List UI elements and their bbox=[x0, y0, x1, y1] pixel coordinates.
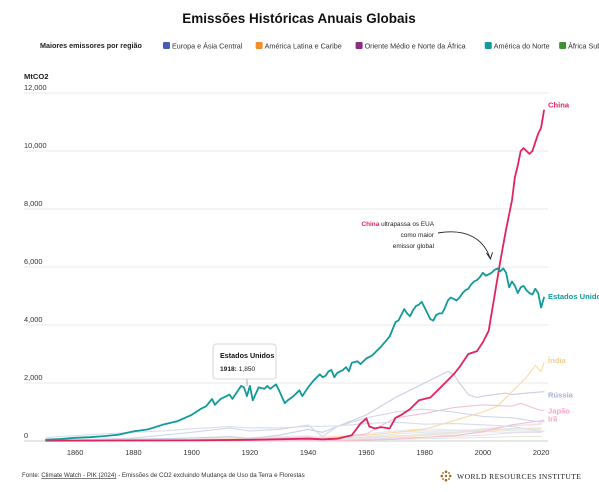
tooltip-value: 1918: 1,850 bbox=[220, 366, 256, 373]
annotation-line-1: China ultrapassa os EUA bbox=[362, 221, 435, 228]
annotation-arrow bbox=[437, 231, 491, 259]
wri-logo-icon bbox=[440, 470, 452, 482]
legend-label: América Latina e Caribe bbox=[265, 42, 342, 51]
y-gridlines bbox=[24, 92, 548, 442]
tooltip-title: Estados Unidos bbox=[220, 351, 274, 360]
series-lines bbox=[45, 109, 545, 442]
source-note: Fonte: Climate Watch - PIK (2024) - Emis… bbox=[22, 472, 305, 479]
series-end-label: Irã bbox=[548, 414, 558, 423]
tooltip-year: 1918: bbox=[220, 366, 237, 373]
legend-label: Oriente Médio e Norte da África bbox=[365, 42, 466, 51]
legend: Maiores emissores por região Europa e Ás… bbox=[40, 41, 599, 51]
y-tick-label: 8,000 bbox=[24, 199, 43, 208]
wri-logo-text: WORLD RESOURCES INSTITUTE bbox=[457, 472, 581, 481]
y-tick-label: 12,000 bbox=[24, 83, 47, 92]
annotation-arrowhead bbox=[486, 252, 493, 261]
x-tick-label: 1940 bbox=[300, 448, 316, 457]
annotation-highlight: China bbox=[362, 221, 380, 228]
series-line-alemanha bbox=[45, 408, 545, 441]
legend-title: Maiores emissores por região bbox=[40, 41, 142, 50]
series-end-label: Rússia bbox=[548, 391, 574, 400]
series-end-label: Japão bbox=[548, 407, 570, 416]
y-tick-labels: 0 2,000 4,000 6,000 8,000 10,000 12,000 bbox=[24, 83, 47, 440]
tooltip-number: 1,850 bbox=[239, 366, 256, 373]
legend-swatch bbox=[355, 42, 363, 49]
x-tick-label: 1920 bbox=[242, 448, 258, 457]
series-end-label: Estados Unidos bbox=[548, 292, 599, 301]
series-line-reino-unido bbox=[45, 421, 545, 439]
series-line--ndia bbox=[45, 362, 545, 442]
legend-swatch bbox=[484, 42, 492, 49]
series-line-background bbox=[45, 431, 542, 442]
annotation-line-3: emissor global bbox=[393, 243, 434, 250]
series-line-background bbox=[45, 428, 542, 442]
x-tick-labels: 1860 1880 1900 1920 1940 1960 1980 2000 2020 bbox=[67, 448, 549, 457]
china-annotation: China ultrapassa os EUA como maior emiss… bbox=[362, 221, 493, 261]
x-tick-label: 1880 bbox=[125, 448, 141, 457]
legend-items: Europa e Ásia Central América Latina e Ca… bbox=[163, 42, 599, 51]
x-tick-label: 1980 bbox=[416, 448, 432, 457]
tooltip: Estados Unidos 1918: 1,850 bbox=[212, 343, 277, 386]
legend-label: América do Norte bbox=[494, 42, 550, 51]
y-tick-label: 0 bbox=[24, 431, 28, 440]
series-end-label: China bbox=[548, 101, 570, 110]
series-line-estados-unidos bbox=[45, 267, 545, 441]
series-line-china bbox=[45, 109, 545, 442]
chart-title: Emissões Históricas Anuais Globais bbox=[182, 11, 416, 26]
x-tick-label: 2000 bbox=[475, 448, 491, 457]
x-tick-label: 2020 bbox=[533, 448, 549, 457]
annotation-rest: ultrapassa os EUA bbox=[381, 221, 435, 228]
y-tick-label: 6,000 bbox=[24, 257, 43, 266]
legend-label: África Subsaariana bbox=[568, 42, 599, 51]
y-tick-label: 4,000 bbox=[24, 315, 43, 324]
annotation-line-2: como maior bbox=[401, 232, 435, 239]
y-tick-label: 10,000 bbox=[24, 141, 47, 150]
series-end-label: Índia bbox=[548, 356, 566, 365]
y-axis-unit: MtCO2 bbox=[24, 72, 48, 81]
source-link[interactable]: Climate Watch - PIK (2024) bbox=[41, 472, 116, 479]
y-tick-label: 2,000 bbox=[24, 373, 43, 382]
source-suffix: - Emissões de CO2 excluindo Mudança de U… bbox=[116, 472, 304, 479]
legend-label: Europa e Ásia Central bbox=[172, 42, 243, 51]
legend-swatch bbox=[163, 42, 170, 49]
series-line-r-ssia bbox=[45, 370, 545, 442]
series-line-ir- bbox=[45, 419, 545, 442]
wri-logo: WORLD RESOURCES INSTITUTE bbox=[440, 470, 581, 482]
x-tick-label: 1960 bbox=[358, 448, 374, 457]
tooltip-box bbox=[212, 343, 277, 380]
x-tick-label: 1900 bbox=[183, 448, 199, 457]
legend-swatch bbox=[255, 42, 263, 49]
x-tick-label: 1860 bbox=[67, 448, 83, 457]
source-prefix: Fonte: bbox=[22, 472, 41, 479]
legend-swatch bbox=[559, 42, 567, 49]
